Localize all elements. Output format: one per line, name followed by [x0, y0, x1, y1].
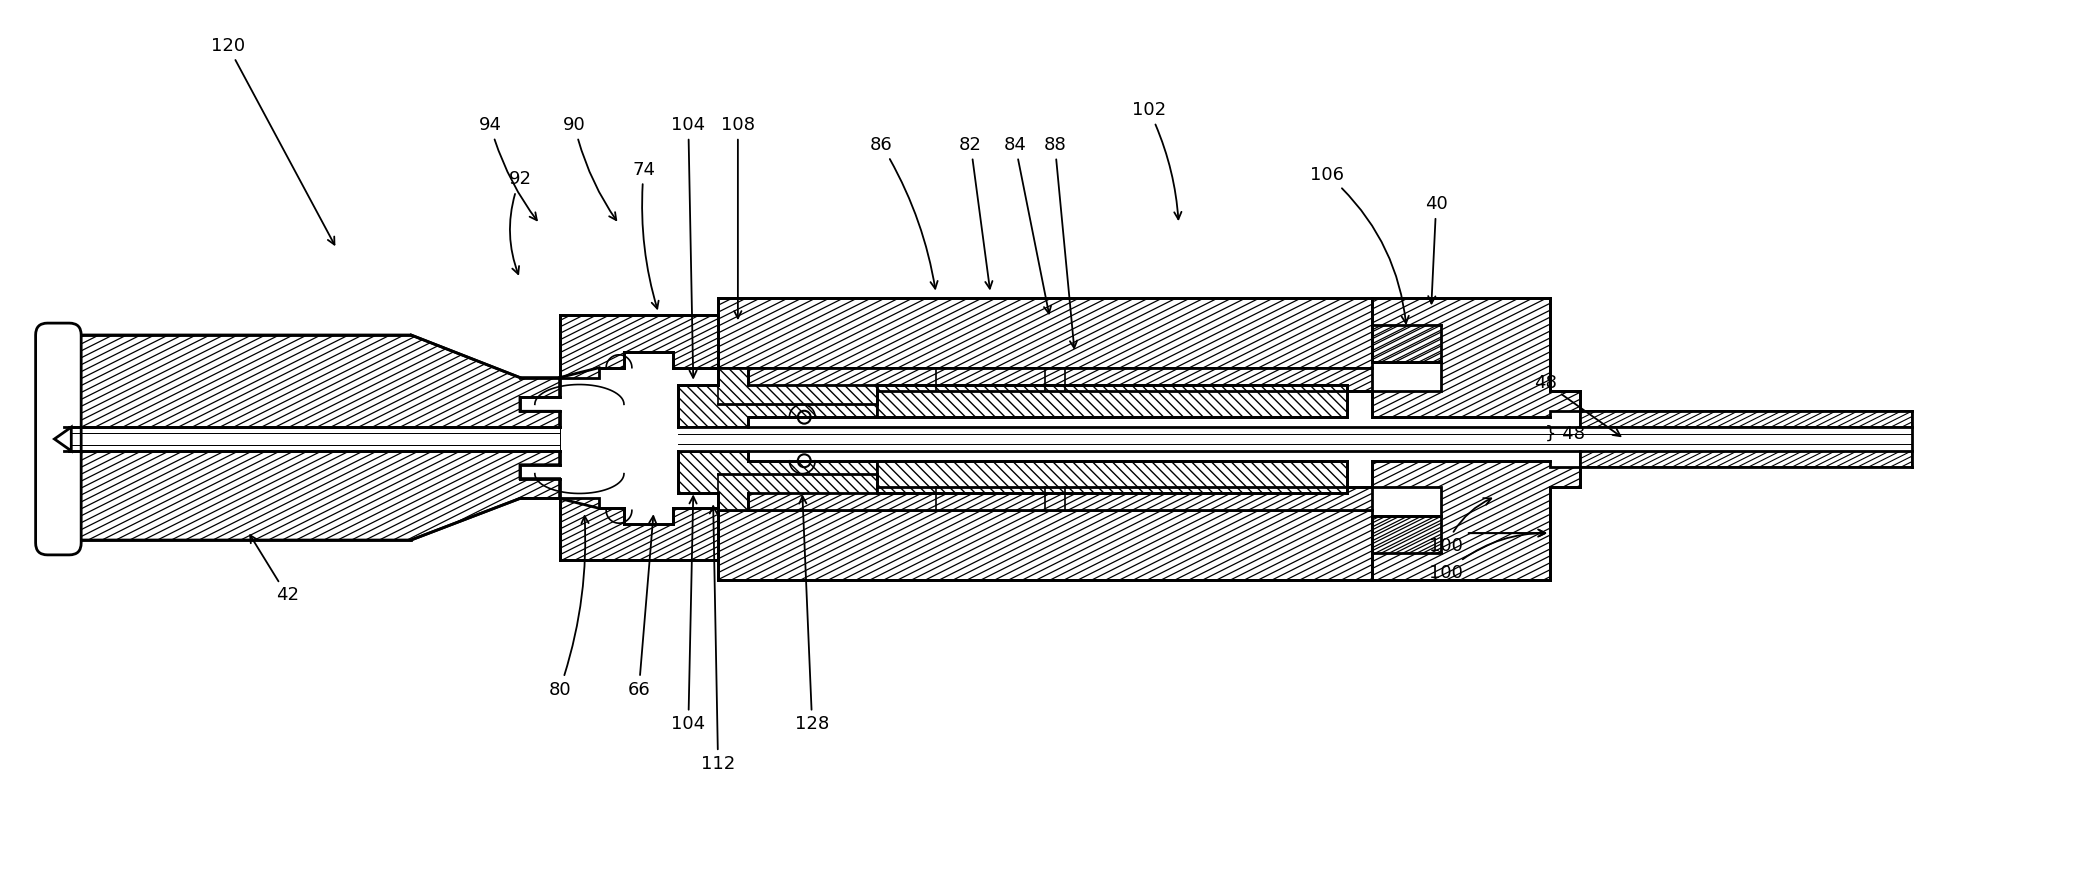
Text: 94: 94 — [480, 116, 538, 220]
Polygon shape — [1580, 451, 1912, 467]
Text: 100: 100 — [1428, 530, 1545, 581]
Text: 92: 92 — [509, 170, 531, 274]
Text: 128: 128 — [795, 496, 828, 733]
Text: 80: 80 — [548, 516, 590, 699]
Text: 48: 48 — [1534, 374, 1621, 436]
Polygon shape — [54, 427, 71, 451]
Text: 102: 102 — [1131, 101, 1181, 219]
Polygon shape — [1372, 298, 1580, 417]
Polygon shape — [679, 451, 876, 510]
Polygon shape — [1580, 411, 1912, 427]
Polygon shape — [718, 298, 1441, 367]
Text: 84: 84 — [1005, 136, 1050, 313]
Text: 90: 90 — [563, 116, 617, 220]
Polygon shape — [64, 439, 561, 540]
Polygon shape — [679, 427, 1912, 451]
Text: 104: 104 — [671, 496, 706, 733]
Text: 88: 88 — [1044, 136, 1077, 348]
Polygon shape — [561, 498, 718, 560]
Polygon shape — [561, 315, 718, 378]
Text: 40: 40 — [1424, 196, 1447, 303]
Text: 74: 74 — [633, 160, 658, 309]
Polygon shape — [876, 384, 1347, 417]
FancyBboxPatch shape — [35, 323, 81, 555]
Polygon shape — [718, 510, 1441, 580]
Polygon shape — [876, 460, 1347, 494]
Text: 112: 112 — [702, 506, 735, 773]
Text: 100: 100 — [1428, 498, 1491, 555]
Polygon shape — [679, 367, 876, 427]
Text: 82: 82 — [959, 136, 992, 289]
Polygon shape — [64, 335, 561, 439]
Text: 108: 108 — [720, 116, 756, 318]
Text: 104: 104 — [671, 116, 706, 378]
Text: 42: 42 — [249, 535, 299, 604]
Text: 106: 106 — [1310, 166, 1410, 324]
Text: 120: 120 — [210, 37, 334, 245]
Polygon shape — [718, 474, 1372, 510]
Text: 86: 86 — [870, 136, 938, 289]
Polygon shape — [64, 427, 561, 451]
Polygon shape — [718, 367, 1372, 404]
Polygon shape — [1372, 460, 1580, 580]
Text: 66: 66 — [627, 516, 656, 699]
Text: } 48: } 48 — [1545, 425, 1586, 443]
